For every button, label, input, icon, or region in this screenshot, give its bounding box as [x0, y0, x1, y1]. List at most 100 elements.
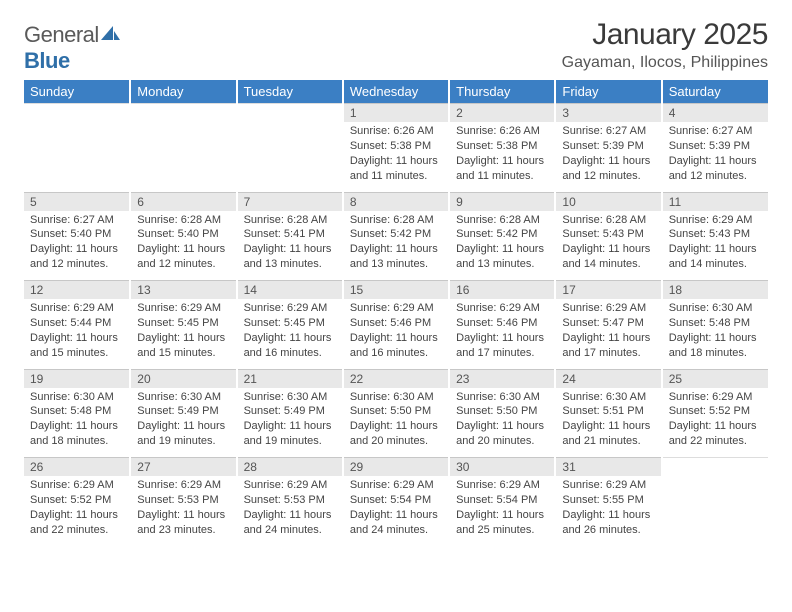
day-header: Wednesday	[343, 80, 449, 104]
sunrise-line: Sunrise: 6:27 AM	[669, 124, 762, 139]
sunrise-line: Sunrise: 6:29 AM	[137, 478, 229, 493]
sunrise-line: Sunrise: 6:29 AM	[669, 213, 762, 228]
sunset-line: Sunset: 5:52 PM	[30, 493, 123, 508]
day-number-cell: 7	[237, 192, 343, 211]
day-number-cell: 1	[343, 104, 449, 123]
sunrise-line: Sunrise: 6:27 AM	[30, 213, 123, 228]
sunset-line: Sunset: 5:49 PM	[137, 404, 229, 419]
sunset-line: Sunset: 5:48 PM	[669, 316, 762, 331]
day-body-cell: Sunrise: 6:29 AMSunset: 5:54 PMDaylight:…	[449, 476, 555, 546]
day-number-cell: 19	[24, 369, 130, 388]
logo: GeneralBlue	[24, 18, 121, 74]
sunrise-line: Sunrise: 6:30 AM	[456, 390, 548, 405]
day-header: Sunday	[24, 80, 130, 104]
day-body-cell: Sunrise: 6:30 AMSunset: 5:51 PMDaylight:…	[555, 388, 661, 458]
sunset-line: Sunset: 5:43 PM	[669, 227, 762, 242]
day-number-cell	[237, 104, 343, 123]
daylight-line: Daylight: 11 hours and 19 minutes.	[244, 419, 336, 449]
day-body-row: Sunrise: 6:29 AMSunset: 5:44 PMDaylight:…	[24, 299, 768, 369]
day-number-cell: 29	[343, 458, 449, 477]
sunset-line: Sunset: 5:43 PM	[562, 227, 654, 242]
sunrise-line: Sunrise: 6:26 AM	[350, 124, 442, 139]
day-number-cell: 27	[130, 458, 236, 477]
sunset-line: Sunset: 5:50 PM	[456, 404, 548, 419]
sunset-line: Sunset: 5:46 PM	[350, 316, 442, 331]
day-number-cell: 25	[662, 369, 768, 388]
day-number-cell: 20	[130, 369, 236, 388]
sunset-line: Sunset: 5:45 PM	[244, 316, 336, 331]
daynum-row: 12131415161718	[24, 281, 768, 300]
day-number-cell: 11	[662, 192, 768, 211]
day-body-cell: Sunrise: 6:26 AMSunset: 5:38 PMDaylight:…	[343, 122, 449, 192]
sunrise-line: Sunrise: 6:28 AM	[350, 213, 442, 228]
day-body-cell: Sunrise: 6:29 AMSunset: 5:54 PMDaylight:…	[343, 476, 449, 546]
day-body-cell: Sunrise: 6:30 AMSunset: 5:49 PMDaylight:…	[237, 388, 343, 458]
daylight-line: Daylight: 11 hours and 22 minutes.	[669, 419, 762, 449]
sunrise-line: Sunrise: 6:29 AM	[30, 478, 123, 493]
sunset-line: Sunset: 5:42 PM	[350, 227, 442, 242]
day-number-cell: 31	[555, 458, 661, 477]
daylight-line: Daylight: 11 hours and 24 minutes.	[244, 508, 336, 538]
daylight-line: Daylight: 11 hours and 13 minutes.	[456, 242, 548, 272]
sunset-line: Sunset: 5:38 PM	[350, 139, 442, 154]
day-body-cell: Sunrise: 6:29 AMSunset: 5:46 PMDaylight:…	[449, 299, 555, 369]
day-body-cell: Sunrise: 6:29 AMSunset: 5:45 PMDaylight:…	[237, 299, 343, 369]
daylight-line: Daylight: 11 hours and 20 minutes.	[456, 419, 548, 449]
day-number-cell: 10	[555, 192, 661, 211]
sunset-line: Sunset: 5:51 PM	[562, 404, 654, 419]
day-body-row: Sunrise: 6:26 AMSunset: 5:38 PMDaylight:…	[24, 122, 768, 192]
day-number-cell: 28	[237, 458, 343, 477]
sunrise-line: Sunrise: 6:27 AM	[562, 124, 654, 139]
daylight-line: Daylight: 11 hours and 15 minutes.	[137, 331, 229, 361]
sunset-line: Sunset: 5:48 PM	[30, 404, 123, 419]
day-number-cell: 14	[237, 281, 343, 300]
sunset-line: Sunset: 5:40 PM	[137, 227, 229, 242]
daylight-line: Daylight: 11 hours and 19 minutes.	[137, 419, 229, 449]
sunset-line: Sunset: 5:49 PM	[244, 404, 336, 419]
logo-word-a: General	[24, 22, 99, 47]
sunset-line: Sunset: 5:50 PM	[350, 404, 442, 419]
month-title: January 2025	[562, 18, 768, 52]
daylight-line: Daylight: 11 hours and 18 minutes.	[669, 331, 762, 361]
sunset-line: Sunset: 5:52 PM	[669, 404, 762, 419]
sunrise-line: Sunrise: 6:29 AM	[456, 478, 548, 493]
day-number-cell: 6	[130, 192, 236, 211]
day-body-cell: Sunrise: 6:29 AMSunset: 5:53 PMDaylight:…	[237, 476, 343, 546]
day-body-cell: Sunrise: 6:29 AMSunset: 5:46 PMDaylight:…	[343, 299, 449, 369]
sunrise-line: Sunrise: 6:30 AM	[137, 390, 229, 405]
sunrise-line: Sunrise: 6:28 AM	[562, 213, 654, 228]
daynum-row: 567891011	[24, 192, 768, 211]
day-number-cell: 21	[237, 369, 343, 388]
sunset-line: Sunset: 5:39 PM	[562, 139, 654, 154]
day-body-cell: Sunrise: 6:26 AMSunset: 5:38 PMDaylight:…	[449, 122, 555, 192]
sunset-line: Sunset: 5:42 PM	[456, 227, 548, 242]
sunrise-line: Sunrise: 6:29 AM	[350, 301, 442, 316]
day-body-cell: Sunrise: 6:29 AMSunset: 5:52 PMDaylight:…	[662, 388, 768, 458]
day-body-cell: Sunrise: 6:29 AMSunset: 5:44 PMDaylight:…	[24, 299, 130, 369]
sunset-line: Sunset: 5:38 PM	[456, 139, 548, 154]
day-body-cell: Sunrise: 6:29 AMSunset: 5:53 PMDaylight:…	[130, 476, 236, 546]
day-header: Tuesday	[237, 80, 343, 104]
day-number-cell: 16	[449, 281, 555, 300]
day-number-cell: 9	[449, 192, 555, 211]
day-header: Saturday	[662, 80, 768, 104]
day-body-cell: Sunrise: 6:30 AMSunset: 5:49 PMDaylight:…	[130, 388, 236, 458]
day-number-cell: 4	[662, 104, 768, 123]
sail-icon	[99, 22, 121, 48]
day-number-cell: 23	[449, 369, 555, 388]
sunset-line: Sunset: 5:46 PM	[456, 316, 548, 331]
day-number-cell: 24	[555, 369, 661, 388]
daylight-line: Daylight: 11 hours and 20 minutes.	[350, 419, 442, 449]
day-body-cell: Sunrise: 6:30 AMSunset: 5:50 PMDaylight:…	[343, 388, 449, 458]
header: GeneralBlue January 2025 Gayaman, Ilocos…	[24, 18, 768, 74]
day-number-cell: 5	[24, 192, 130, 211]
daylight-line: Daylight: 11 hours and 17 minutes.	[562, 331, 654, 361]
sunrise-line: Sunrise: 6:29 AM	[244, 301, 336, 316]
daylight-line: Daylight: 11 hours and 18 minutes.	[30, 419, 123, 449]
calendar-body: 1234Sunrise: 6:26 AMSunset: 5:38 PMDayli…	[24, 104, 768, 547]
sunrise-line: Sunrise: 6:29 AM	[30, 301, 123, 316]
sunset-line: Sunset: 5:47 PM	[562, 316, 654, 331]
day-body-cell: Sunrise: 6:28 AMSunset: 5:42 PMDaylight:…	[449, 211, 555, 281]
sunset-line: Sunset: 5:45 PM	[137, 316, 229, 331]
sunrise-line: Sunrise: 6:29 AM	[562, 478, 654, 493]
